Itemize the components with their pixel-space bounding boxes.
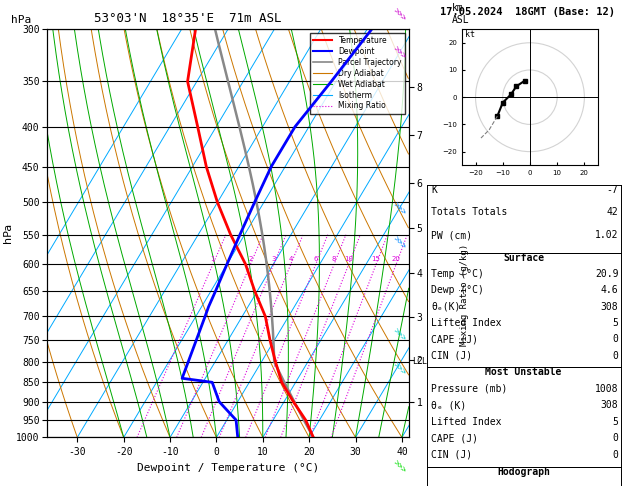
Text: 20.9: 20.9 [595, 269, 618, 279]
Text: K: K [431, 185, 437, 195]
Text: 10: 10 [344, 256, 353, 262]
Text: 5: 5 [613, 318, 618, 328]
Text: >>>: >>> [391, 45, 408, 62]
Text: 0: 0 [613, 434, 618, 443]
Text: >>>: >>> [391, 235, 408, 251]
Text: Temp (°C): Temp (°C) [431, 269, 484, 279]
Text: Lifted Index: Lifted Index [431, 417, 501, 427]
Text: PW (cm): PW (cm) [431, 230, 472, 240]
Y-axis label: hPa: hPa [3, 223, 13, 243]
Text: CIN (J): CIN (J) [431, 350, 472, 361]
Text: LCL: LCL [413, 357, 428, 366]
Text: >>>: >>> [391, 201, 408, 217]
Text: Lifted Index: Lifted Index [431, 318, 501, 328]
Text: >>>: >>> [391, 361, 408, 378]
Text: 1.02: 1.02 [595, 230, 618, 240]
Text: 15: 15 [372, 256, 381, 262]
X-axis label: Dewpoint / Temperature (°C): Dewpoint / Temperature (°C) [137, 463, 319, 473]
Text: >>>: >>> [391, 327, 408, 344]
Text: -7: -7 [607, 185, 618, 195]
Text: 0: 0 [613, 450, 618, 460]
Text: CAPE (J): CAPE (J) [431, 334, 478, 344]
Text: CIN (J): CIN (J) [431, 450, 472, 460]
Text: >>>: >>> [391, 6, 408, 23]
Text: 3: 3 [271, 256, 276, 262]
Text: 8: 8 [331, 256, 337, 262]
Text: 1: 1 [211, 256, 215, 262]
Text: 53°03'N  18°35'E  71m ASL: 53°03'N 18°35'E 71m ASL [94, 12, 282, 25]
Text: 4: 4 [289, 256, 293, 262]
Legend: Temperature, Dewpoint, Parcel Trajectory, Dry Adiabat, Wet Adiabat, Isotherm, Mi: Temperature, Dewpoint, Parcel Trajectory… [310, 33, 405, 114]
Text: 5: 5 [613, 417, 618, 427]
Text: Hodograph: Hodograph [497, 467, 550, 477]
Text: 308: 308 [601, 400, 618, 410]
Text: 1008: 1008 [595, 383, 618, 394]
Text: Mixing Ratio (g/kg): Mixing Ratio (g/kg) [460, 243, 469, 346]
Text: θₑ(K): θₑ(K) [431, 302, 460, 312]
Text: Most Unstable: Most Unstable [486, 367, 562, 377]
Text: 42: 42 [607, 208, 618, 217]
Text: 4.6: 4.6 [601, 285, 618, 295]
Text: kt: kt [465, 30, 475, 39]
Text: km
ASL: km ASL [452, 3, 470, 25]
Text: θₑ (K): θₑ (K) [431, 400, 466, 410]
Text: 0: 0 [613, 334, 618, 344]
Text: hPa: hPa [11, 15, 31, 25]
Text: 17.05.2024  18GMT (Base: 12): 17.05.2024 18GMT (Base: 12) [440, 7, 615, 17]
Text: Pressure (mb): Pressure (mb) [431, 383, 508, 394]
Text: 20: 20 [391, 256, 401, 262]
Text: 2: 2 [248, 256, 253, 262]
Text: Totals Totals: Totals Totals [431, 208, 508, 217]
Text: CAPE (J): CAPE (J) [431, 434, 478, 443]
Text: 308: 308 [601, 302, 618, 312]
Text: 6: 6 [313, 256, 318, 262]
Text: 0: 0 [613, 350, 618, 361]
Text: Surface: Surface [503, 253, 544, 263]
Text: >>>: >>> [391, 458, 408, 475]
Text: Dewp (°C): Dewp (°C) [431, 285, 484, 295]
